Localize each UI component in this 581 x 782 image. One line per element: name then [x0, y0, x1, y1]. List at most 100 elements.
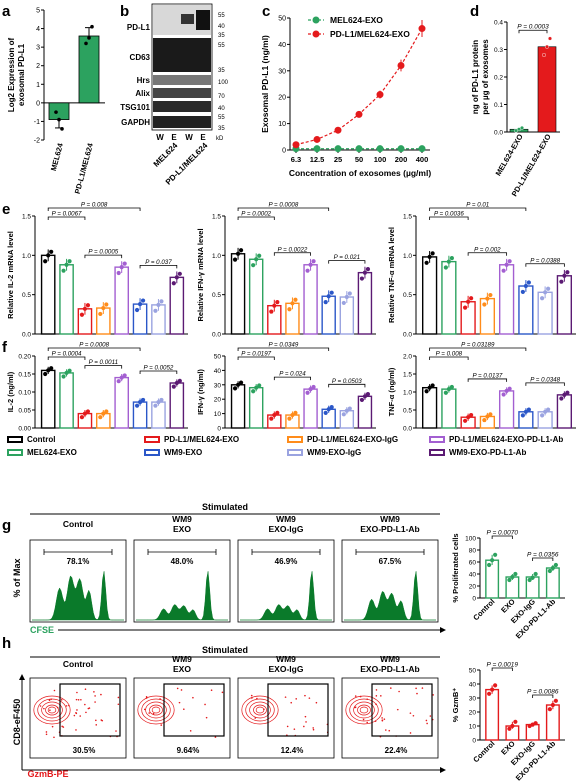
e3-point-5-2 [526, 280, 531, 285]
e2-point-1-0 [251, 263, 256, 268]
h-dot-1-3 [221, 691, 224, 694]
h-dot-1-14 [159, 698, 161, 700]
a-bar-1 [78, 35, 100, 104]
h-dot-0-21 [45, 733, 48, 736]
f2-point-6-2 [347, 406, 352, 411]
e3-point-3-2 [488, 292, 493, 298]
marker-9: 55 [218, 115, 225, 121]
panel-letter-e: e [2, 201, 10, 218]
panel-letter-a: a [2, 3, 11, 20]
e3-point-6-2 [546, 286, 551, 291]
f1-pval-bracket-3 [139, 370, 178, 374]
e3-point-0-0 [424, 260, 429, 265]
h-dot-3-25 [421, 687, 424, 689]
e1-point-5-0 [134, 307, 140, 313]
f3-point-0-0 [424, 389, 429, 394]
e3-point-2-2 [469, 296, 474, 301]
h-dot-0-9 [85, 711, 87, 714]
f1-point-1-0 [61, 374, 66, 379]
h-dot-2-12 [304, 715, 307, 718]
g-gate-3 [355, 549, 425, 555]
e2-point-6-0 [341, 300, 346, 306]
f1-y-tick-label-0: 0.00 [18, 426, 31, 433]
g-ylabel: % of Max [12, 558, 22, 597]
band-hrs [153, 75, 211, 85]
e1-bar-7 [169, 276, 185, 335]
band-tsg101 [153, 101, 211, 112]
a-y-tick-label-7: 5 [36, 8, 40, 15]
legend-label-5: WM9-EXO-IgG [307, 448, 361, 457]
h-dot-0-6 [93, 691, 95, 693]
f3-pval-text-2: P = 0.0137 [472, 372, 502, 379]
h-dot-2-10 [312, 727, 315, 729]
hbar-point-3-0 [547, 707, 552, 712]
f1-pval-text-2: P = 0.0011 [89, 359, 118, 366]
h-dot-0-17 [75, 698, 78, 701]
gbar-point-3-2 [553, 562, 558, 568]
e1-y-tick-label-0: 0.0 [22, 332, 31, 339]
c-y-tick-label-5: 50 [278, 16, 286, 23]
h-contour-frame-2 [237, 677, 335, 759]
e3-point-5-0 [520, 289, 525, 295]
f1-bar-0 [40, 369, 56, 429]
g-percent-0: 78.1% [67, 557, 90, 566]
f2-pval-bracket-1 [237, 347, 330, 351]
c-point-1-1 [313, 135, 321, 143]
panel-letter-f: f [2, 339, 8, 356]
e3-point-7-0 [559, 279, 564, 284]
gbar-pval-bracket-1 [532, 557, 554, 561]
legend-label-4: PD-L1/MEL624-EXO-IgG [307, 435, 398, 444]
h-dot-2-7 [304, 694, 306, 697]
f3-pval-text-1: P = 0.03189 [461, 342, 495, 349]
a-xtick-label-0: MEL624 [49, 141, 65, 172]
gbar-point-0-0 [487, 562, 492, 568]
hbar-point-0-2 [493, 683, 498, 688]
f1-pval-bracket-0 [47, 356, 86, 360]
f1-pval-text-1: P = 0.0008 [79, 342, 109, 349]
e2-point-7-2 [365, 267, 371, 272]
e3-pval-bracket-0 [429, 216, 469, 220]
h-dot-0-29 [95, 719, 97, 722]
lane-label-4: E [200, 133, 206, 142]
f2-point-7-2 [365, 392, 371, 397]
h-xlabel: GzmB-PE [27, 769, 68, 779]
panel-letter-g: g [2, 517, 11, 534]
e2-y-tick-label-2: 1.0 [212, 253, 221, 260]
f2-y-tick-label-3: 30 [214, 382, 222, 389]
gbar-y-tick-label-5: 100 [465, 536, 476, 543]
d-y-tick-label-4: 0.4 [494, 20, 503, 27]
c-line-series-1 [295, 28, 423, 146]
f2-pval-bracket-0 [237, 356, 275, 360]
e1-y-tick-label-3: 1.5 [22, 214, 31, 221]
h-dot-0-15 [94, 701, 96, 703]
h-gate-3 [371, 683, 433, 737]
f3-pval-bracket-3 [525, 382, 565, 386]
hbar-y-tick-label-1: 10 [469, 724, 477, 731]
f1-pval-bracket-2 [84, 365, 123, 369]
h-dot-3-0 [354, 695, 357, 697]
g-hist-shape-2 [240, 571, 332, 621]
h-contour-ring-0-3 [45, 704, 59, 716]
f1-bar-7 [169, 382, 185, 429]
h-dot-3-12 [432, 694, 435, 696]
f1-ylabel: IL-2 (ng/ml) [6, 371, 15, 412]
f1-pval-text-3: P = 0.0052 [144, 365, 174, 372]
hbar-y-tick-label-0: 0 [472, 738, 476, 745]
e1-point-4-0 [116, 270, 121, 276]
h-dot-2-8 [263, 708, 265, 711]
band-pdl1-lane3 [181, 14, 194, 24]
f3-point-2-0 [463, 418, 468, 423]
e3-bar-0 [421, 256, 438, 335]
legend-swatch-1 [7, 449, 23, 456]
e3-point-2-0 [463, 305, 468, 310]
h-dot-0-27 [76, 691, 78, 694]
f2-y-tick-label-5: 50 [214, 354, 222, 361]
f2-point-0-0 [232, 386, 238, 391]
a-point-0-0 [54, 110, 58, 114]
h-contour-ring-3-2 [353, 701, 375, 719]
h-dot-0-31 [75, 711, 77, 714]
h-dot-1-6 [152, 712, 155, 715]
gbar-point-2-2 [533, 571, 538, 577]
h-dot-0-33 [76, 709, 78, 711]
h-dot-0-18 [84, 703, 86, 706]
